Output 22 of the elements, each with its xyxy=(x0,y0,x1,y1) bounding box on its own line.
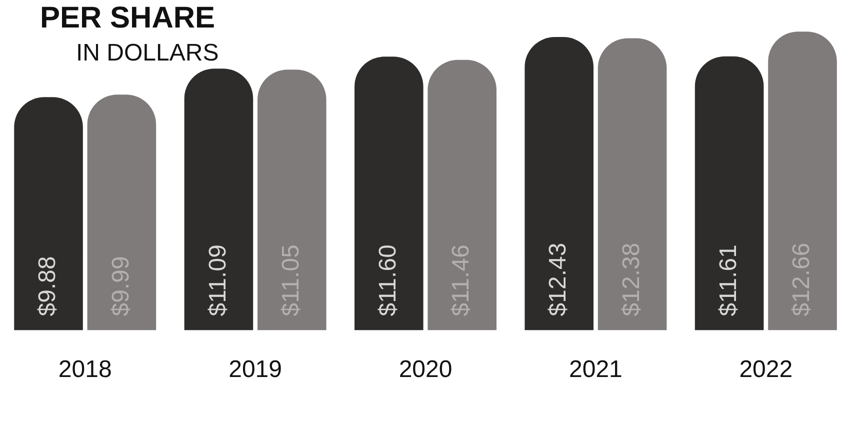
bar xyxy=(524,37,594,330)
data-label: $9.88 xyxy=(34,256,62,316)
data-label: $11.61 xyxy=(714,244,742,316)
bar xyxy=(428,60,496,330)
x-tick-label: 2018 xyxy=(58,356,112,384)
data-label: $12.43 xyxy=(544,242,572,316)
chart-title: PER SHARE xyxy=(40,1,216,34)
chart-subtitle: IN DOLLARS xyxy=(76,40,219,67)
data-label: $11.09 xyxy=(204,244,232,316)
x-tick-label: 2022 xyxy=(739,356,793,384)
bar xyxy=(257,70,326,330)
bar xyxy=(87,94,156,330)
x-tick-label: 2020 xyxy=(398,356,452,384)
bar xyxy=(694,56,764,330)
data-label: $11.60 xyxy=(374,244,402,316)
x-tick-label: 2021 xyxy=(569,356,622,384)
bar xyxy=(598,38,667,330)
bar xyxy=(14,97,83,330)
bar xyxy=(354,56,424,330)
bar xyxy=(184,68,254,330)
x-tick-label: 2019 xyxy=(228,356,282,384)
bar xyxy=(768,32,837,330)
